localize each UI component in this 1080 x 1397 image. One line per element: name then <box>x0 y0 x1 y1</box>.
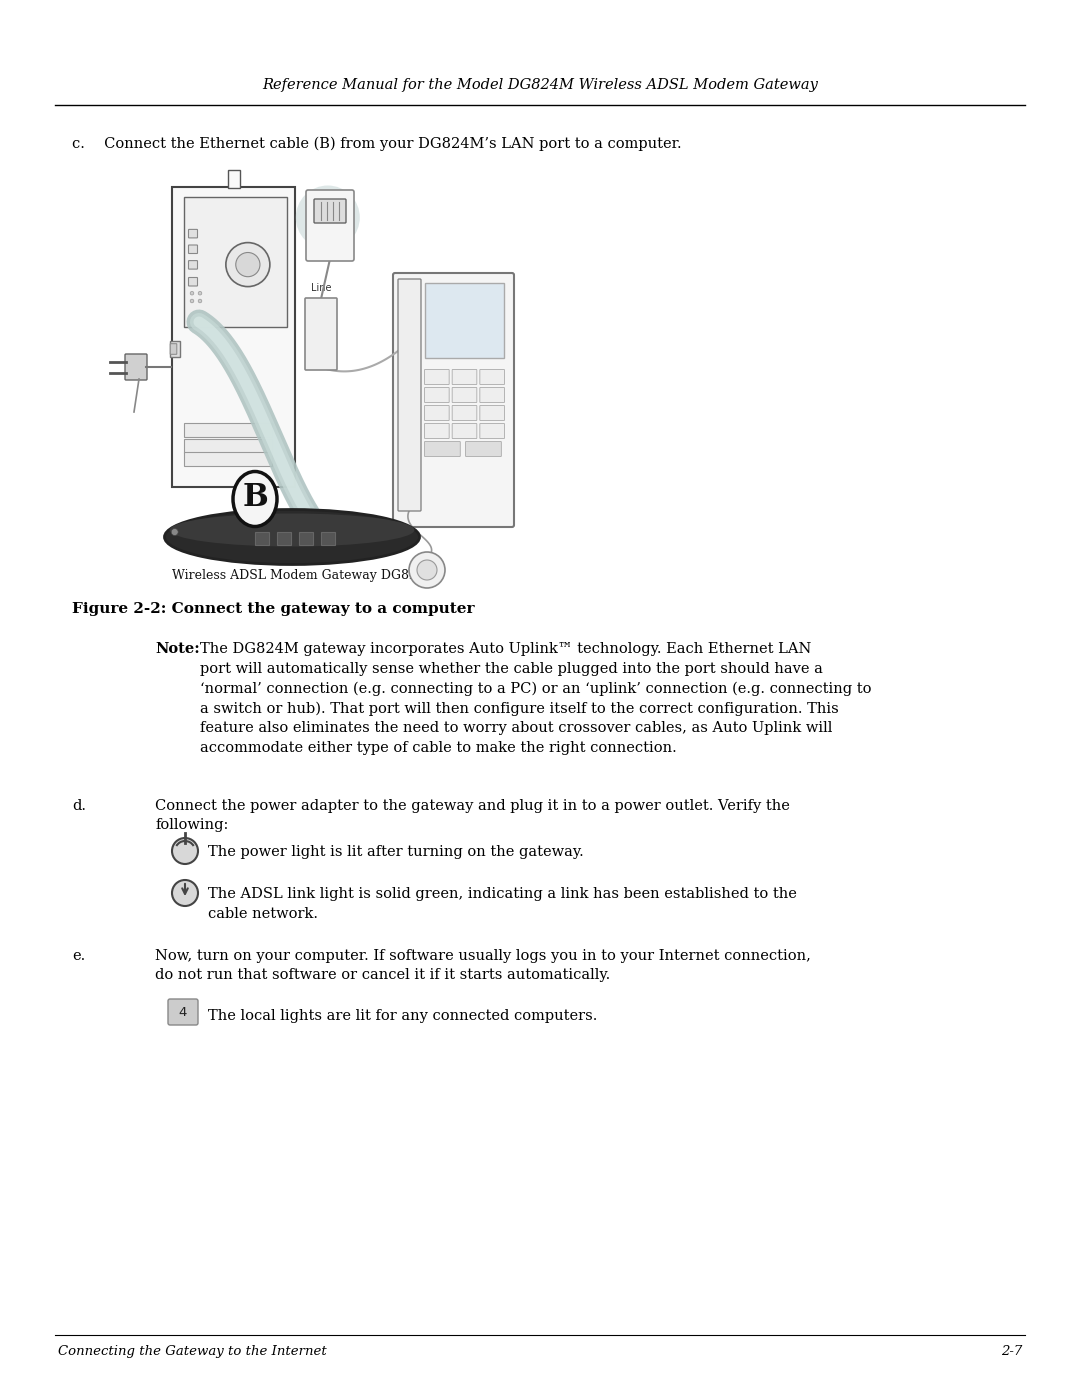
Circle shape <box>172 880 198 907</box>
FancyBboxPatch shape <box>189 278 198 286</box>
FancyBboxPatch shape <box>125 353 147 380</box>
Text: The ADSL link light is solid green, indicating a link has been established to th: The ADSL link light is solid green, indi… <box>208 887 797 921</box>
FancyBboxPatch shape <box>184 439 272 453</box>
Ellipse shape <box>170 514 415 546</box>
Text: The local lights are lit for any connected computers.: The local lights are lit for any connect… <box>208 1009 597 1023</box>
FancyBboxPatch shape <box>453 405 477 420</box>
FancyBboxPatch shape <box>255 532 269 545</box>
FancyBboxPatch shape <box>305 298 337 370</box>
Text: Wireless ADSL Modem Gateway DG824M: Wireless ADSL Modem Gateway DG824M <box>172 569 437 583</box>
Text: B: B <box>242 482 268 513</box>
FancyBboxPatch shape <box>184 423 272 437</box>
FancyBboxPatch shape <box>321 532 335 545</box>
FancyBboxPatch shape <box>453 369 477 384</box>
Text: Now, turn on your computer. If software usually logs you in to your Internet con: Now, turn on your computer. If software … <box>156 949 811 982</box>
FancyBboxPatch shape <box>480 387 504 402</box>
Ellipse shape <box>233 472 276 527</box>
Text: d.: d. <box>72 799 86 813</box>
Circle shape <box>190 292 193 295</box>
Text: Note:: Note: <box>156 643 200 657</box>
Text: Connect the power adapter to the gateway and plug it in to a power outlet. Verif: Connect the power adapter to the gateway… <box>156 799 789 833</box>
FancyBboxPatch shape <box>168 999 198 1025</box>
Text: 4: 4 <box>179 1006 187 1018</box>
FancyBboxPatch shape <box>453 387 477 402</box>
FancyBboxPatch shape <box>393 272 514 527</box>
FancyBboxPatch shape <box>276 532 291 545</box>
FancyBboxPatch shape <box>228 170 240 189</box>
Circle shape <box>409 552 445 588</box>
Text: Reference Manual for the Model DG824M Wireless ADSL Modem Gateway: Reference Manual for the Model DG824M Wi… <box>262 78 818 92</box>
Text: The DG824M gateway incorporates Auto Uplink™ technology. Each Ethernet LAN
port : The DG824M gateway incorporates Auto Upl… <box>200 643 872 754</box>
FancyBboxPatch shape <box>426 284 504 358</box>
FancyBboxPatch shape <box>170 341 180 358</box>
Text: Figure 2-2: Connect the gateway to a computer: Figure 2-2: Connect the gateway to a com… <box>72 602 474 616</box>
FancyBboxPatch shape <box>453 423 477 439</box>
FancyBboxPatch shape <box>399 279 421 511</box>
FancyBboxPatch shape <box>189 244 198 253</box>
FancyBboxPatch shape <box>480 423 504 439</box>
Text: e.: e. <box>72 949 85 963</box>
FancyBboxPatch shape <box>424 423 449 439</box>
FancyBboxPatch shape <box>189 261 198 270</box>
FancyBboxPatch shape <box>424 369 449 384</box>
Text: c.  Connect the Ethernet cable (B) from your DG824M’s LAN port to a computer.: c. Connect the Ethernet cable (B) from y… <box>72 137 681 151</box>
FancyBboxPatch shape <box>306 190 354 261</box>
FancyBboxPatch shape <box>189 229 198 237</box>
FancyBboxPatch shape <box>184 197 287 327</box>
Circle shape <box>296 186 360 250</box>
Text: Connecting the Gateway to the Internet: Connecting the Gateway to the Internet <box>58 1345 327 1358</box>
Circle shape <box>172 838 198 863</box>
Circle shape <box>235 253 260 277</box>
FancyBboxPatch shape <box>299 532 313 545</box>
FancyBboxPatch shape <box>172 187 295 488</box>
FancyBboxPatch shape <box>424 441 460 457</box>
Circle shape <box>172 528 178 535</box>
FancyBboxPatch shape <box>465 441 501 457</box>
Circle shape <box>190 299 193 303</box>
Circle shape <box>199 299 202 303</box>
Text: DSL: DSL <box>311 326 321 342</box>
Circle shape <box>199 292 202 295</box>
FancyBboxPatch shape <box>424 387 449 402</box>
FancyBboxPatch shape <box>480 405 504 420</box>
FancyBboxPatch shape <box>314 198 346 224</box>
FancyBboxPatch shape <box>480 369 504 384</box>
Text: The power light is lit after turning on the gateway.: The power light is lit after turning on … <box>208 845 584 859</box>
Circle shape <box>417 560 437 580</box>
Text: Phone: Phone <box>324 320 333 348</box>
Text: 2-7: 2-7 <box>1001 1345 1022 1358</box>
Circle shape <box>226 243 270 286</box>
FancyBboxPatch shape <box>171 344 177 355</box>
Text: Line: Line <box>311 284 332 293</box>
FancyBboxPatch shape <box>424 405 449 420</box>
Ellipse shape <box>164 510 419 564</box>
FancyBboxPatch shape <box>184 453 272 467</box>
